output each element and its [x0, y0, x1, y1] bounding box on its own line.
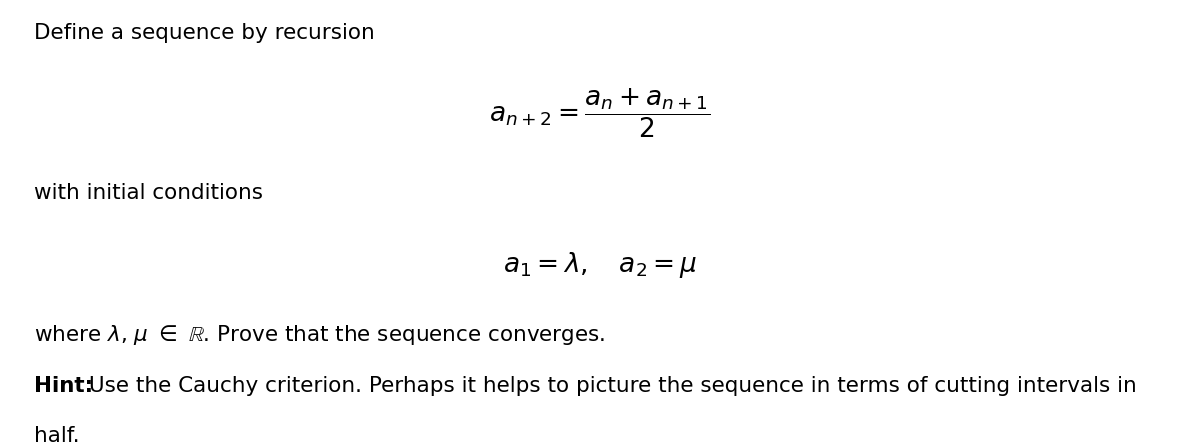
Text: half.: half.	[34, 426, 79, 446]
Text: Use the Cauchy criterion. Perhaps it helps to picture the sequence in terms of c: Use the Cauchy criterion. Perhaps it hel…	[82, 376, 1136, 396]
Text: $a_{n+2} = \dfrac{a_n + a_{n+1}}{2}$: $a_{n+2} = \dfrac{a_n + a_{n+1}}{2}$	[490, 86, 710, 140]
Text: $a_1 = \lambda, \quad a_2 = \mu$: $a_1 = \lambda, \quad a_2 = \mu$	[503, 250, 697, 280]
Text: with initial conditions: with initial conditions	[34, 183, 263, 203]
Text: Define a sequence by recursion: Define a sequence by recursion	[34, 23, 374, 43]
Text: Hint:: Hint:	[34, 376, 92, 396]
Text: where $\lambda$, $\mu$ $\in$ $\mathbb{R}$. Prove that the sequence converges.: where $\lambda$, $\mu$ $\in$ $\mathbb{R}…	[34, 323, 605, 347]
